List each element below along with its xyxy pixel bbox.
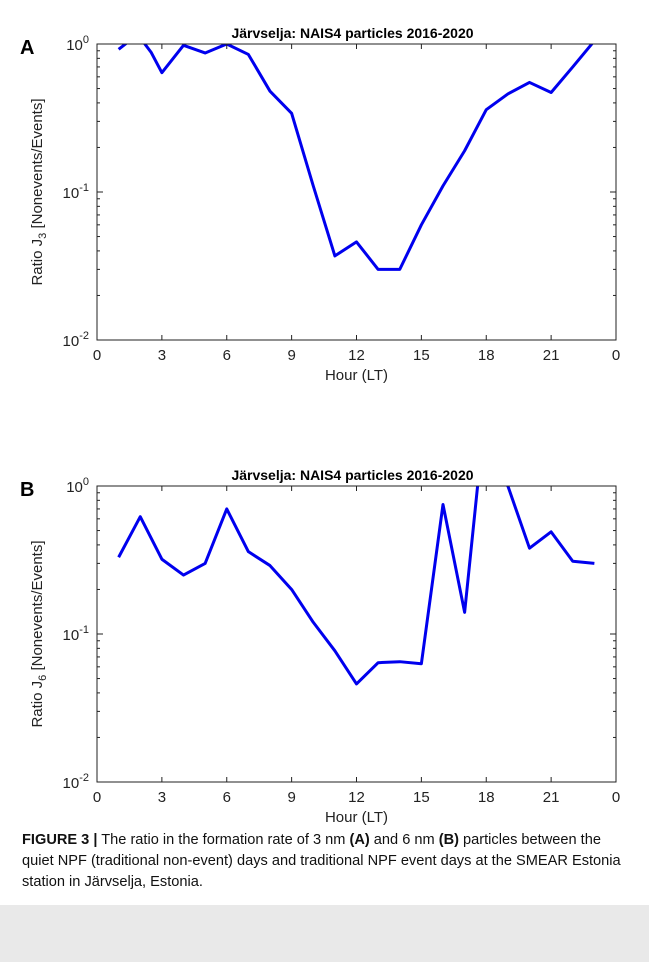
x-tick-label: 12 <box>348 789 365 806</box>
x-axis-label: Hour (LT) <box>325 809 388 826</box>
y-tick-exponent: 0 <box>83 34 89 46</box>
x-tick-label: 9 <box>287 347 295 364</box>
y-tick-label: 10-1 <box>63 624 89 644</box>
y-tick-base: 10 <box>63 333 80 350</box>
y-tick-exponent: -1 <box>79 624 89 636</box>
y-tick-exponent: -2 <box>79 330 89 342</box>
y-tick-base: 10 <box>66 479 83 496</box>
x-tick-label: 6 <box>223 789 231 806</box>
y-axis-label: Ratio J6 [Nonevents/Events] <box>29 540 49 727</box>
x-tick-label: 0 <box>612 789 620 806</box>
x-tick-label: 18 <box>478 789 495 806</box>
x-tick-label: 21 <box>543 347 560 364</box>
caption-text-2: and 6 nm <box>369 832 439 848</box>
caption-ref-b: (B) <box>438 832 459 848</box>
x-tick-label: 9 <box>287 789 295 806</box>
y-tick-exponent: -2 <box>79 772 89 784</box>
y-tick-exponent: 0 <box>83 476 89 488</box>
y-axis-label-rest: [Nonevents/Events] <box>29 540 46 674</box>
y-axis-label: Ratio J3 [Nonevents/Events] <box>29 98 49 285</box>
x-tick-label: 0 <box>93 347 101 364</box>
y-axis-label-main: Ratio J <box>29 239 46 286</box>
x-tick-label: 15 <box>413 789 430 806</box>
y-tick-base: 10 <box>63 627 80 644</box>
y-tick-base: 10 <box>66 37 83 54</box>
panel-label: B <box>20 479 34 501</box>
x-tick-label: 6 <box>223 347 231 364</box>
chart-title: Järvselja: NAIS4 particles 2016-2020 <box>231 467 473 483</box>
caption-label: FIGURE 3 | <box>22 832 98 848</box>
x-tick-label: 15 <box>413 347 430 364</box>
x-tick-label: 12 <box>348 347 365 364</box>
caption-text-3: particles between the quiet NPF (traditi… <box>22 832 621 890</box>
panel-label: A <box>20 37 34 59</box>
x-tick-label: 3 <box>158 789 166 806</box>
x-tick-label: 18 <box>478 347 495 364</box>
y-tick-label: 10-2 <box>63 772 89 792</box>
figure-caption: FIGURE 3 | The ratio in the formation ra… <box>22 830 632 893</box>
plot-frame <box>96 485 617 783</box>
y-tick-label: 100 <box>66 34 89 54</box>
x-axis-label: Hour (LT) <box>325 367 388 384</box>
x-tick-label: 21 <box>543 789 560 806</box>
y-axis-label-main: Ratio J <box>29 681 46 728</box>
y-tick-base: 10 <box>63 775 80 792</box>
y-tick-label: 100 <box>66 476 89 496</box>
data-line-series <box>117 44 594 271</box>
plot-frame <box>96 43 617 341</box>
chart-title: Järvselja: NAIS4 particles 2016-2020 <box>231 25 473 41</box>
y-tick-label: 10-2 <box>63 330 89 350</box>
caption-ref-a: (A) <box>349 832 370 848</box>
y-tick-base: 10 <box>63 185 80 202</box>
data-line-series <box>117 486 595 686</box>
y-tick-exponent: -1 <box>79 182 89 194</box>
x-tick-label: 3 <box>158 347 166 364</box>
y-axis-label-rest: [Nonevents/Events] <box>29 98 46 232</box>
caption-background <box>0 905 649 962</box>
y-axis-label-subscript: 3 <box>37 233 49 239</box>
caption-text-1: The ratio in the formation rate of 3 nm <box>97 832 350 848</box>
x-tick-label: 0 <box>612 347 620 364</box>
x-tick-label: 0 <box>93 789 101 806</box>
y-axis-label-subscript: 6 <box>37 675 49 681</box>
y-tick-label: 10-1 <box>63 182 89 202</box>
